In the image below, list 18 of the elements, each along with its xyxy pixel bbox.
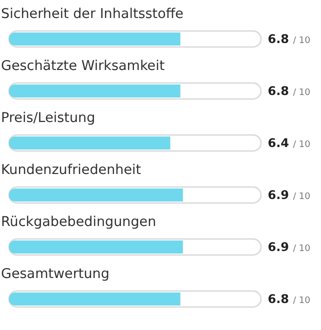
- data-label: 6.8: [268, 84, 289, 98]
- data-label: 6.9: [268, 240, 289, 254]
- y-tick-label: Geschätzte Wirksamkeit: [1, 58, 165, 74]
- data-label: 6.8: [268, 292, 289, 306]
- data-label: 6.9: [268, 188, 289, 202]
- y-tick-label: Preis/Leistung: [1, 110, 96, 126]
- y-tick-label: Gesamtwertung: [1, 266, 110, 282]
- data-label: 6.4: [268, 136, 289, 150]
- data-label: 6.8: [268, 32, 289, 46]
- y-tick-label: Kundenzufriedenheit: [1, 162, 142, 178]
- text: / 10: [293, 140, 311, 150]
- text: / 10: [293, 88, 311, 98]
- text: / 10: [293, 192, 311, 202]
- text: / 10: [293, 36, 311, 46]
- text: / 10: [293, 296, 311, 306]
- y-tick-label: Rückgabebedingungen: [1, 214, 156, 230]
- y-tick-label: Sicherheit der Inhaltsstoffe: [1, 6, 184, 22]
- text: / 10: [293, 244, 311, 254]
